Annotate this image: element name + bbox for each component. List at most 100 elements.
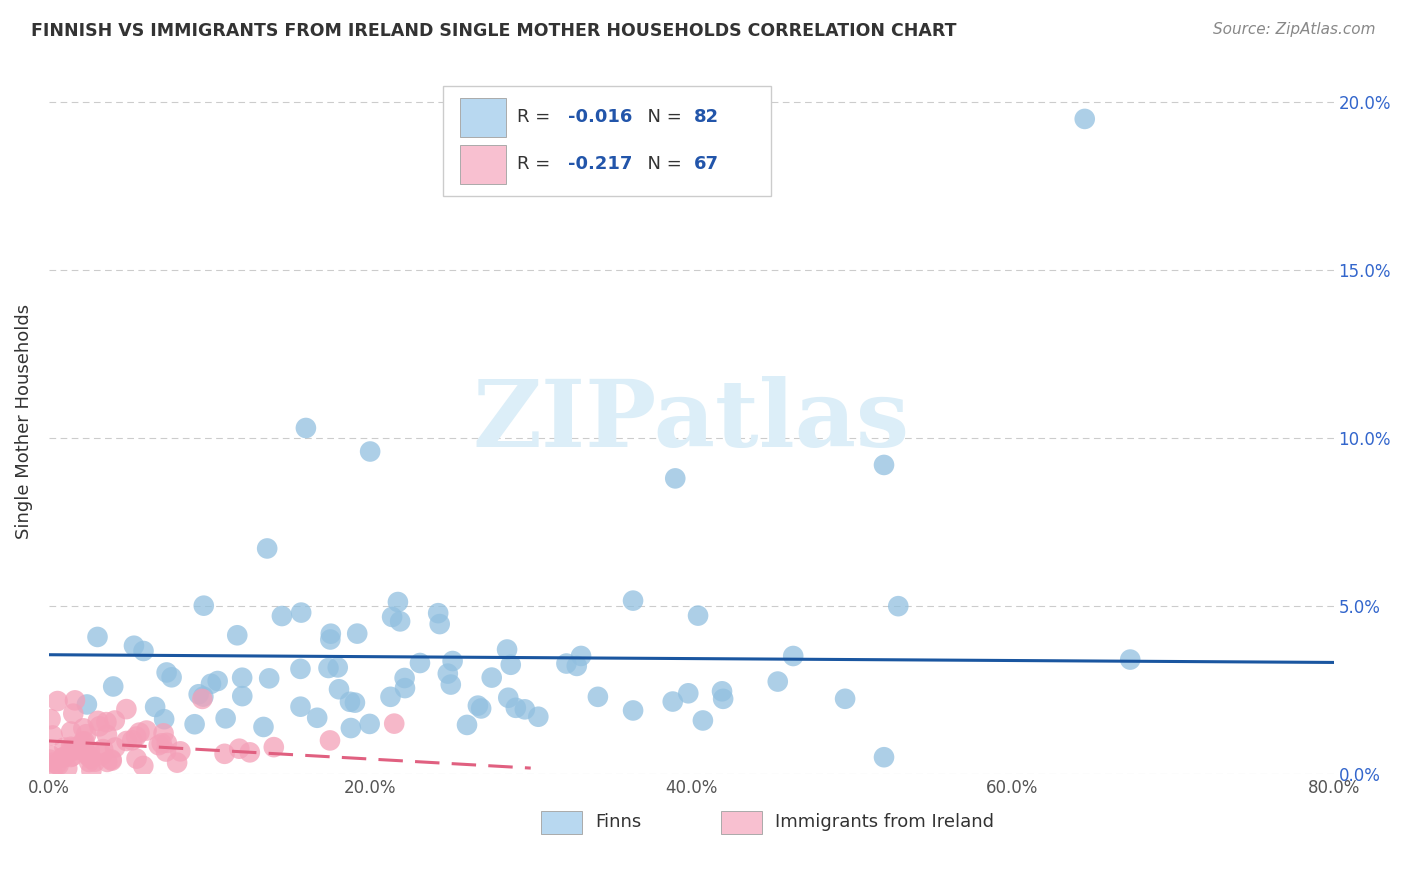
Point [214, 747, 236, 761]
Text: Finns: Finns [595, 813, 641, 831]
Point [387, 595, 409, 609]
FancyBboxPatch shape [541, 812, 582, 834]
Point [295, 421, 318, 435]
Point [193, 690, 215, 704]
Point [394, 681, 416, 695]
FancyBboxPatch shape [443, 87, 770, 195]
Point [115, 734, 138, 748]
Point [326, 660, 349, 674]
Point [226, 628, 249, 642]
Point [257, 671, 280, 685]
Point [183, 717, 205, 731]
Point [62, 706, 84, 721]
Point [586, 690, 609, 704]
Point [60, 724, 83, 739]
Point [427, 606, 450, 620]
Text: Source: ZipAtlas.com: Source: ZipAtlas.com [1212, 22, 1375, 37]
Point [481, 671, 503, 685]
Point [191, 692, 214, 706]
Point [228, 741, 250, 756]
Point [39, 712, 62, 726]
Point [193, 599, 215, 613]
Point [62, 749, 84, 764]
Point [77, 749, 100, 764]
Point [382, 716, 405, 731]
Point [711, 684, 734, 698]
Point [121, 733, 143, 747]
Point [239, 745, 262, 759]
Point [318, 661, 340, 675]
Point [79, 743, 101, 757]
Point [39, 748, 62, 763]
Text: R =: R = [516, 155, 555, 173]
Point [359, 444, 381, 458]
Point [664, 471, 686, 485]
Point [569, 648, 592, 663]
Point [711, 691, 734, 706]
Point [328, 682, 350, 697]
Point [527, 710, 550, 724]
Point [441, 654, 464, 668]
Point [90, 747, 112, 762]
Point [470, 701, 492, 715]
Point [73, 739, 96, 754]
Point [53, 740, 76, 755]
Point [128, 725, 150, 739]
Point [46, 756, 69, 771]
Text: -0.016: -0.016 [568, 108, 633, 127]
Point [76, 698, 98, 712]
Point [125, 730, 148, 744]
Point [339, 695, 361, 709]
Text: FINNISH VS IMMIGRANTS FROM IRELAND SINGLE MOTHER HOUSEHOLDS CORRELATION CHART: FINNISH VS IMMIGRANTS FROM IRELAND SINGL… [31, 22, 956, 40]
Point [270, 609, 292, 624]
Point [153, 712, 176, 726]
Point [187, 687, 209, 701]
Point [394, 671, 416, 685]
Point [290, 606, 312, 620]
Point [381, 610, 404, 624]
Point [263, 740, 285, 755]
Point [41, 756, 63, 770]
Point [290, 662, 312, 676]
Point [41, 729, 63, 743]
Point [100, 753, 122, 767]
Point [692, 714, 714, 728]
Point [256, 541, 278, 556]
Point [166, 756, 188, 770]
Point [782, 648, 804, 663]
Point [100, 754, 122, 768]
Point [340, 721, 363, 735]
Point [380, 690, 402, 704]
Point [207, 673, 229, 688]
Text: Immigrants from Ireland: Immigrants from Ireland [775, 813, 994, 831]
Point [231, 671, 253, 685]
Point [79, 751, 101, 765]
Point [343, 696, 366, 710]
Point [77, 748, 100, 763]
Point [52, 750, 75, 764]
Point [72, 735, 94, 749]
Point [678, 686, 700, 700]
Point [77, 755, 100, 769]
Point [252, 720, 274, 734]
Point [834, 691, 856, 706]
Point [499, 657, 522, 672]
Text: -0.217: -0.217 [568, 155, 633, 173]
Point [150, 736, 173, 750]
Point [496, 690, 519, 705]
Point [1119, 652, 1142, 666]
Point [104, 740, 127, 755]
Point [307, 711, 329, 725]
Point [169, 744, 191, 758]
Point [56, 761, 79, 775]
Point [873, 750, 896, 764]
Point [887, 599, 910, 614]
Point [496, 642, 519, 657]
Point [38, 753, 60, 767]
Y-axis label: Single Mother Households: Single Mother Households [15, 303, 32, 539]
Point [389, 615, 412, 629]
Point [80, 764, 103, 778]
Point [132, 759, 155, 773]
Point [84, 755, 107, 769]
Point [73, 734, 96, 748]
